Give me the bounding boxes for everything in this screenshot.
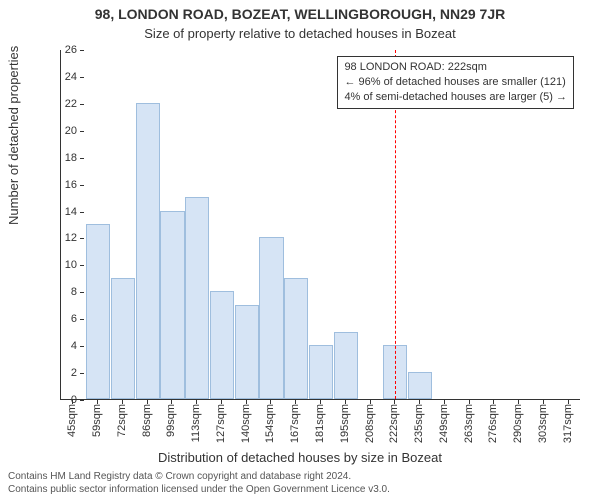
y-tick-label: 24	[47, 71, 77, 83]
y-axis-label: Number of detached properties	[6, 46, 21, 225]
x-tick-label: 127sqm	[215, 404, 227, 443]
y-tick-label: 2	[47, 367, 77, 379]
y-tick-label: 26	[47, 44, 77, 56]
histogram-bar	[136, 103, 160, 399]
page-subtitle: Size of property relative to detached ho…	[0, 26, 600, 41]
x-tick-label: 290sqm	[512, 404, 524, 443]
y-tick-label: 4	[47, 340, 77, 352]
x-tick-label: 263sqm	[463, 404, 475, 443]
y-tick-label: 18	[47, 152, 77, 164]
plot-area: 98 LONDON ROAD: 222sqm ← 96% of detached…	[60, 50, 580, 400]
histogram-bar	[334, 332, 358, 399]
x-tick-label: 195sqm	[339, 404, 351, 443]
annotation-line: ← 96% of detached houses are smaller (12…	[344, 75, 567, 90]
x-tick-label: 72sqm	[116, 404, 128, 437]
histogram-bar	[111, 278, 135, 399]
annotation-line: 98 LONDON ROAD: 222sqm	[344, 60, 567, 75]
y-tick-label: 8	[47, 286, 77, 298]
x-tick-label: 235sqm	[413, 404, 425, 443]
x-tick-label: 167sqm	[289, 404, 301, 443]
x-axis-label: Distribution of detached houses by size …	[0, 450, 600, 465]
histogram-bar	[284, 278, 308, 399]
histogram-bar	[160, 211, 184, 399]
y-tick-label: 22	[47, 98, 77, 110]
y-tick-label: 6	[47, 313, 77, 325]
histogram-bar	[309, 345, 333, 399]
histogram-bar	[235, 305, 259, 399]
x-tick-label: 154sqm	[264, 404, 276, 443]
histogram-bar	[408, 372, 432, 399]
x-tick-label: 140sqm	[240, 404, 252, 443]
y-tick-label: 12	[47, 232, 77, 244]
histogram-bar	[210, 291, 234, 399]
x-tick-label: 208sqm	[364, 404, 376, 443]
x-tick-label: 317sqm	[562, 404, 574, 443]
x-tick-label: 181sqm	[314, 404, 326, 443]
annotation-box: 98 LONDON ROAD: 222sqm ← 96% of detached…	[337, 56, 574, 109]
x-tick-label: 303sqm	[537, 404, 549, 443]
y-tick-label: 20	[47, 125, 77, 137]
annotation-line: 4% of semi-detached houses are larger (5…	[344, 90, 567, 105]
footer-line: Contains public sector information licen…	[8, 484, 390, 497]
footer-attribution: Contains HM Land Registry data © Crown c…	[8, 471, 390, 496]
x-tick-label: 59sqm	[91, 404, 103, 437]
x-tick-label: 249sqm	[438, 404, 450, 443]
histogram-bar	[185, 197, 209, 399]
x-tick-label: 222sqm	[388, 404, 400, 443]
y-tick-label: 10	[47, 259, 77, 271]
footer-line: Contains HM Land Registry data © Crown c…	[8, 471, 390, 484]
histogram-bar	[259, 237, 283, 399]
x-tick-label: 45sqm	[66, 404, 78, 437]
chart-container: 98, LONDON ROAD, BOZEAT, WELLINGBOROUGH,…	[0, 0, 600, 500]
x-tick-label: 113sqm	[190, 404, 202, 442]
y-tick-label: 16	[47, 179, 77, 191]
histogram-bar	[86, 224, 110, 399]
page-title: 98, LONDON ROAD, BOZEAT, WELLINGBOROUGH,…	[0, 6, 600, 22]
x-tick-label: 99sqm	[165, 404, 177, 437]
x-tick-label: 276sqm	[487, 404, 499, 443]
x-tick-label: 86sqm	[141, 404, 153, 437]
y-tick-label: 14	[47, 206, 77, 218]
